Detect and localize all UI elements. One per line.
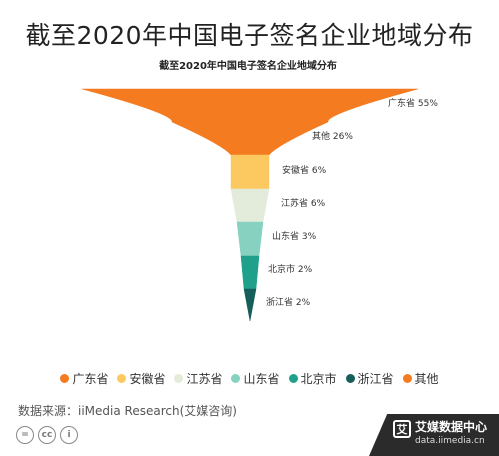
chart-title: 截至2020年中国电子签名企业地域分布 <box>159 59 337 72</box>
equal-icon: = <box>16 426 34 444</box>
funnel-segment-5 <box>236 221 264 257</box>
legend-label: 山东省 <box>243 372 280 386</box>
legend-item: 其他 <box>402 370 439 387</box>
legend-swatch-icon <box>402 374 412 383</box>
funnel-label-4: 江苏省 6% <box>281 197 326 209</box>
funnel-label-5: 山东省 3% <box>272 230 317 242</box>
funnel-chart: 截至2020年中国电子签名企业地域分布 广东省 55% 其他 26% 安徽省 6% 江… <box>81 59 438 322</box>
legend-swatch-icon <box>174 374 184 383</box>
legend-swatch-icon <box>288 374 298 383</box>
legend-item: 安徽省 <box>117 370 165 387</box>
cc-icon: cc <box>38 426 56 444</box>
legend-item: 浙江省 <box>345 370 394 387</box>
funnel-label-2: 其他 26% <box>312 130 353 142</box>
funnel-segment-3 <box>230 154 270 190</box>
page-title: 截至2020年中国电子签名企业地域分布 <box>25 21 474 50</box>
legend-item: 江苏省 <box>174 370 222 387</box>
funnel-segment-7 <box>243 288 257 322</box>
source-note: 数据来源：iiMedia Research(艾媒咨询) <box>18 404 237 418</box>
brand-url: data.iimedia.cn <box>415 436 485 446</box>
legend-label: 北京市 <box>300 372 337 386</box>
funnel-label-1: 广东省 55% <box>388 97 438 109</box>
legend-swatch-icon <box>345 374 355 383</box>
legend-label: 安徽省 <box>129 372 166 386</box>
funnel-label-7: 浙江省 2% <box>266 296 311 308</box>
legend-item: 山东省 <box>231 370 280 387</box>
funnel-segment-6 <box>240 255 260 290</box>
legend-label: 其他 <box>414 372 439 386</box>
license-icons: = cc i <box>16 426 78 444</box>
legend-label: 广东省 <box>72 372 109 386</box>
funnel-segment-1 <box>81 88 419 123</box>
legend-item: 广东省 <box>60 370 108 387</box>
funnel-segment-4 <box>230 188 270 223</box>
legend-swatch-icon <box>231 374 241 383</box>
person-icon: i <box>60 426 78 444</box>
legend: 广东省 安徽省 江苏省 山东省 北京市 浙江省 其他 <box>0 370 499 387</box>
legend-item: 北京市 <box>288 370 337 387</box>
funnel-segment-2 <box>171 121 329 156</box>
legend-label: 江苏省 <box>186 372 223 386</box>
brand-banner: 艾 艾媒数据中心 data.iimedia.cn <box>369 414 499 456</box>
legend-swatch-icon <box>60 374 70 383</box>
brand-name: 艾媒数据中心 <box>415 420 488 434</box>
legend-swatch-icon <box>117 374 127 383</box>
funnel-label-6: 北京市 2% <box>268 263 313 275</box>
brand-logo-icon: 艾 <box>393 420 411 438</box>
legend-label: 浙江省 <box>357 372 394 386</box>
funnel-label-3: 安徽省 6% <box>282 164 327 176</box>
